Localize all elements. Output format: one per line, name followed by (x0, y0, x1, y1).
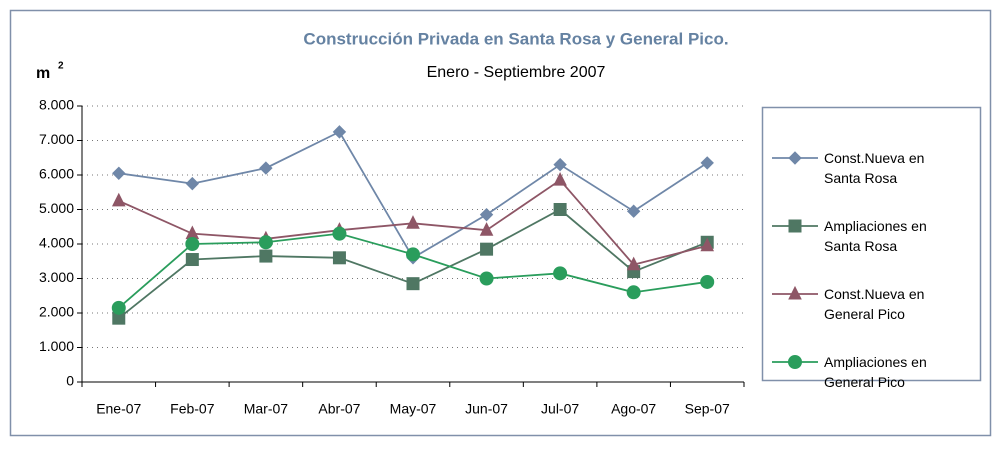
data-point (553, 266, 568, 281)
y-tick-label: 3.000 (39, 269, 74, 285)
data-point (185, 176, 200, 191)
legend-label: Ampliaciones en General Pico (824, 354, 927, 390)
data-point (111, 192, 126, 207)
y-axis-label-superscript: 2 (58, 61, 64, 72)
data-point (553, 172, 567, 186)
y-tick-label: 7.000 (39, 131, 74, 147)
data-point (406, 215, 420, 229)
y-tick-label: 8.000 (39, 97, 74, 113)
data-point (258, 235, 273, 250)
x-tick-label: May-07 (390, 401, 437, 417)
data-point (332, 226, 347, 241)
chart-title: Construcción Privada en Santa Rosa y Gen… (303, 29, 728, 48)
data-point (626, 204, 641, 218)
data-point (479, 271, 494, 286)
y-tick-label: 5.000 (39, 200, 74, 216)
x-tick-label: Mar-07 (244, 401, 289, 417)
data-point (626, 285, 641, 300)
data-point (406, 247, 420, 262)
y-tick-label: 0 (66, 373, 74, 389)
x-tick-label: Feb-07 (170, 401, 215, 417)
x-tick-label: Sep-07 (685, 401, 730, 417)
legend-marker (788, 285, 802, 300)
y-tick-label: 2.000 (39, 304, 74, 320)
legend-box (761, 106, 982, 382)
x-tick-label: Jul-07 (541, 401, 579, 417)
legend-label: Const.Nueva en Santa Rosa (824, 150, 925, 186)
data-point (480, 242, 494, 256)
data-point (332, 251, 346, 265)
data-point (700, 156, 714, 170)
data-point (553, 157, 567, 172)
x-tick-label: Jun-07 (465, 401, 508, 417)
data-point (185, 237, 200, 251)
legend-label: Ampliaciones en Santa Rosa (824, 218, 927, 254)
data-point (626, 256, 641, 271)
data-point (185, 253, 199, 267)
data-point (259, 161, 273, 175)
legend-marker (788, 355, 802, 369)
x-tick-label: Ene-07 (96, 401, 141, 417)
data-point (700, 237, 715, 252)
legend-marker (788, 219, 802, 233)
y-tick-label: 1.000 (39, 338, 74, 354)
data-point (479, 222, 494, 236)
data-point (700, 274, 715, 289)
data-point (553, 203, 567, 216)
x-tick-label: Abr-07 (318, 401, 360, 417)
legend-label: Const.Nueva en General Pico (824, 286, 925, 322)
data-point (479, 207, 494, 222)
x-tick-label: Ago-07 (611, 401, 656, 417)
chart-border (9, 9, 992, 437)
data-point (406, 277, 420, 291)
series-line (118, 232, 708, 309)
y-axis-label: m (36, 65, 50, 82)
data-point (111, 300, 126, 315)
legend-marker (788, 151, 802, 165)
data-point (332, 125, 347, 139)
series-line (118, 130, 708, 260)
data-point (259, 249, 273, 263)
data-point (112, 166, 126, 180)
y-tick-label: 6.000 (39, 166, 74, 182)
y-tick-label: 4.000 (39, 235, 74, 251)
chart-subtitle: Enero - Septiembre 2007 (427, 64, 606, 81)
